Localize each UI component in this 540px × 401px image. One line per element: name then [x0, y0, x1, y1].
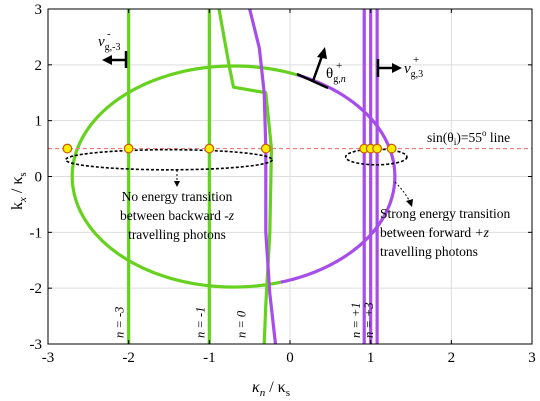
intersection-point-1 — [123, 143, 134, 154]
backward-text-line2: between backward -z — [120, 208, 235, 223]
x-axis-label: κn / κs — [252, 379, 290, 399]
small-ellipses — [64, 148, 408, 171]
intersection-point-2 — [204, 143, 215, 154]
n-label-6: n = +3 — [362, 302, 376, 338]
intersection-point-3 — [260, 143, 271, 154]
intersection-point-6 — [372, 143, 383, 154]
vg-plus-label: vg,3 — [404, 61, 423, 80]
n-label-0: n = -3 — [113, 307, 127, 338]
x-tick-label-5: 2 — [448, 350, 456, 366]
vg-minus-sup: - — [107, 28, 111, 40]
y-tick-label-5: -2 — [30, 281, 43, 297]
series-line-2 — [217, 9, 274, 344]
forward-text-line2: between forward +z — [380, 225, 490, 240]
forward-ellipse — [344, 148, 408, 166]
intersection-point-0 — [62, 143, 73, 154]
forward-text-line1: Strong energy transition — [380, 206, 510, 221]
backward-text-line1: No energy transition — [122, 189, 233, 204]
forward-annotation: Strong energy transition between forward… — [380, 181, 510, 259]
x-tick-label-2: -1 — [203, 350, 216, 366]
vg-plus-arrow-icon — [376, 59, 402, 77]
y-tick-labels: 3 2 1 0 -1 -2 -3 — [30, 2, 43, 353]
x-tick-label-1: -2 — [122, 350, 135, 366]
series-n-labels: n = -3 n = -1 n = 0 n = +1n = +3 — [113, 302, 376, 338]
y-tick-label-3: 0 — [35, 170, 43, 186]
theta-arrow-icon — [296, 47, 329, 90]
n-label-3: n = 0 — [235, 310, 249, 338]
vg-minus-arrow-icon — [102, 51, 128, 68]
x-tick-label-0: -3 — [42, 350, 55, 366]
y-tick-label-0: 3 — [35, 2, 43, 18]
vg-minus-label: vg,-3 — [98, 34, 121, 53]
y-tick-label-6: -3 — [30, 337, 43, 353]
backward-text-line3: travelling photons — [128, 227, 226, 242]
theta-label: θg,n — [326, 66, 346, 85]
backward-ellipse — [64, 148, 274, 171]
dashed-line-label: sin(θi)=55o line — [427, 128, 510, 148]
x-tick-label-6: 3 — [528, 350, 536, 366]
x-tick-label-3: 0 — [286, 350, 294, 366]
x-tick-label-4: 1 — [367, 350, 375, 366]
theta-sup: + — [336, 60, 342, 72]
n-label-4: n = +1 — [349, 302, 363, 338]
vg-plus-sup: + — [413, 54, 419, 66]
y-tick-label-1: 2 — [35, 58, 43, 74]
y-tick-label-2: 1 — [35, 114, 43, 130]
x-tick-labels: -3 -2 -1 0 1 2 3 — [42, 350, 536, 366]
backward-annotation: No energy transition between backward -z… — [120, 170, 235, 242]
axis-ticks — [47, 8, 533, 345]
n-label-1: n = -1 — [193, 307, 207, 338]
y-axis-label: kx / κs — [9, 172, 29, 210]
y-tick-label-4: -1 — [30, 225, 43, 241]
intersection-markers — [62, 143, 397, 154]
forward-text-line3: travelling photons — [380, 244, 478, 259]
intersection-point-7 — [386, 143, 397, 154]
left-arc-green — [70, 64, 299, 289]
